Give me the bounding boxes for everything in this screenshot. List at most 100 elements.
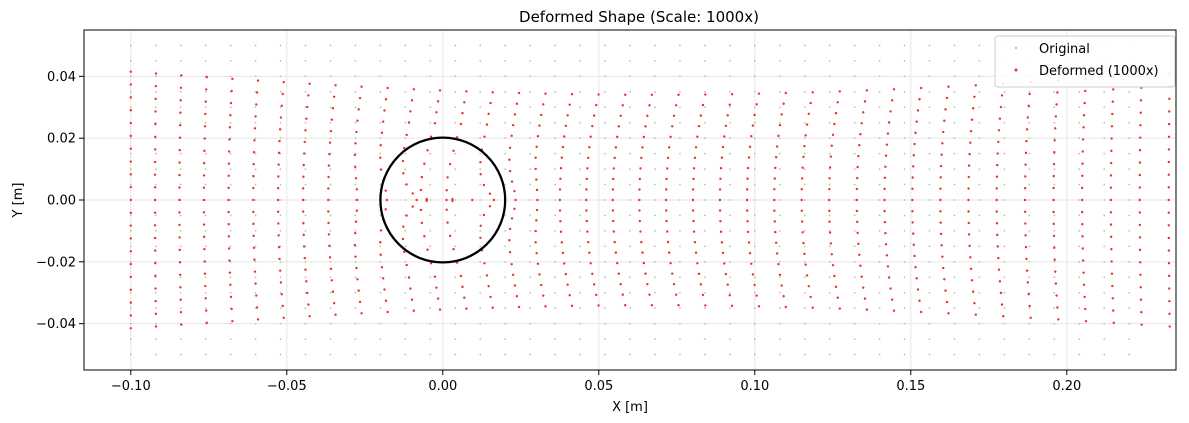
deformed-point (491, 91, 494, 94)
deformed-point (865, 89, 869, 92)
deformed-point (423, 162, 426, 165)
original-point (1078, 137, 1081, 140)
deformed-point (559, 177, 562, 181)
original-point (654, 121, 656, 124)
original-point (379, 276, 382, 279)
original-point (803, 276, 806, 279)
original-point (579, 276, 581, 279)
original-point (778, 44, 781, 47)
original-point (254, 106, 257, 109)
original-point (753, 307, 756, 310)
deformed-point (1138, 211, 1141, 214)
original-point (329, 183, 332, 186)
original-point (728, 353, 731, 356)
deformed-point (612, 219, 615, 223)
original-point (479, 322, 482, 325)
original-point (529, 183, 532, 186)
deformed-point (252, 210, 255, 214)
original-point (604, 183, 606, 186)
deformed-point (402, 225, 405, 228)
deformed-point (301, 198, 305, 202)
original-point (853, 291, 856, 294)
deformed-point (745, 209, 749, 212)
deformed-point (129, 237, 132, 240)
original-point (978, 90, 981, 93)
original-point (129, 137, 132, 140)
deformed-point (691, 188, 695, 191)
deformed-point (328, 141, 332, 144)
original-point (903, 60, 906, 62)
deformed-point (433, 122, 437, 125)
original-point (279, 353, 282, 356)
deformed-point (227, 198, 230, 202)
original-point (454, 307, 457, 310)
original-point (404, 307, 407, 310)
deformed-point (129, 224, 132, 227)
deformed-point (943, 119, 946, 122)
deformed-point (230, 89, 233, 93)
original-point (654, 276, 656, 279)
deformed-point (446, 221, 449, 224)
original-point (529, 90, 532, 93)
original-point (479, 276, 482, 279)
deformed-point (1024, 163, 1027, 166)
original-point (753, 230, 756, 232)
original-point (229, 168, 232, 170)
original-point (579, 183, 581, 186)
deformed-point (129, 147, 132, 150)
deformed-point (1167, 135, 1171, 138)
deformed-point (811, 91, 814, 94)
deformed-point (154, 122, 157, 126)
original-point (454, 214, 457, 217)
original-point (703, 183, 706, 186)
original-point (878, 183, 881, 186)
original-point (878, 353, 881, 356)
original-point (229, 152, 232, 155)
deformed-point (828, 220, 831, 223)
deformed-point (420, 221, 424, 225)
original-point (129, 183, 132, 186)
original-point (679, 338, 681, 340)
deformed-point (558, 209, 562, 212)
original-point (878, 75, 881, 78)
original-point (1053, 214, 1056, 217)
deformed-point (968, 244, 971, 248)
deformed-point (803, 252, 806, 256)
original-point (1028, 353, 1031, 356)
deformed-point (728, 294, 731, 297)
original-point (828, 90, 831, 93)
deformed-point (203, 272, 207, 275)
deformed-point (746, 166, 750, 170)
original-point (1078, 199, 1081, 201)
deformed-point (510, 217, 514, 220)
original-point (903, 291, 906, 294)
deformed-point (648, 293, 651, 296)
original-point (179, 245, 182, 248)
deformed-point (800, 188, 803, 191)
deformed-point (482, 183, 486, 187)
deformed-point (939, 176, 942, 179)
deformed-point (719, 230, 723, 233)
deformed-point (619, 114, 622, 117)
original-point (279, 322, 282, 325)
deformed-point (485, 274, 489, 277)
original-point (479, 137, 482, 140)
original-point (604, 353, 606, 356)
original-point (828, 44, 831, 47)
deformed-point (828, 187, 831, 191)
deformed-point (775, 145, 779, 148)
original-point (479, 152, 482, 155)
original-point (978, 353, 981, 356)
deformed-point (517, 305, 521, 309)
deformed-point (915, 120, 918, 123)
deformed-point (1056, 91, 1059, 94)
deformed-point (1052, 222, 1055, 226)
deformed-point (856, 165, 859, 169)
original-point (803, 353, 806, 356)
deformed-point (303, 140, 306, 144)
original-point (778, 199, 781, 201)
original-point (928, 183, 931, 186)
original-point (404, 106, 407, 109)
original-point (479, 260, 482, 263)
original-point (454, 291, 457, 294)
